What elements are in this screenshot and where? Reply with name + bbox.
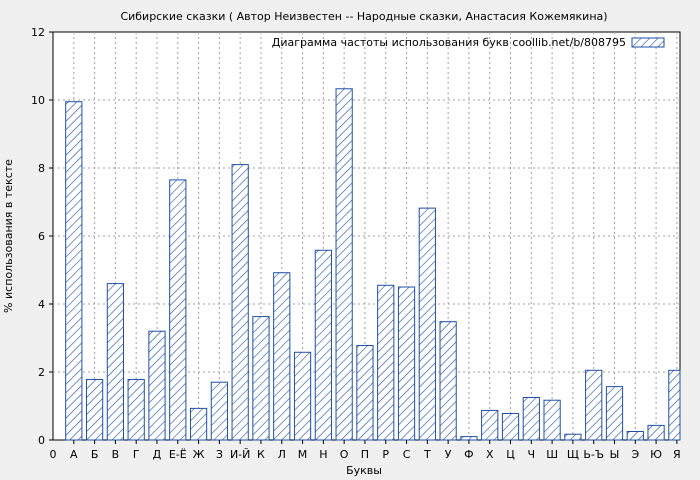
bar [356, 344, 374, 441]
bar [273, 272, 291, 441]
x-tick-label: А [70, 448, 78, 461]
bar [668, 369, 681, 441]
x-tick-label: Ж [193, 448, 205, 461]
x-tick-label: Щ [567, 448, 579, 461]
x-tick-label: З [216, 448, 223, 461]
y-tick-label: 6 [38, 230, 45, 243]
x-tick-label: Ш [546, 448, 558, 461]
x-tick-label: У [445, 448, 452, 461]
x-tick-label: Т [423, 448, 431, 461]
x-axis-label: Буквы [346, 464, 382, 477]
bar [397, 286, 416, 441]
x-tick-label: Г [133, 448, 140, 461]
x-tick-label: В [112, 448, 120, 461]
y-tick-label: 10 [31, 94, 45, 107]
x-ticks: А Б В Г Д Е-Ё Ж З И-Й К Л М Н О П Р С Т У Ф Х Ц Ч Ш Щ Ь-Ъ Ы Э Ю Я [70, 440, 681, 461]
x-tick-label: Д [153, 448, 162, 461]
bar [231, 164, 249, 441]
x-origin-label: 0 [50, 448, 57, 461]
bar [335, 88, 353, 441]
bar [106, 283, 124, 441]
bar [169, 179, 187, 441]
y-tick-label: 4 [38, 298, 45, 311]
legend-swatch [631, 37, 665, 48]
y-ticks: 0 2 4 6 8 10 12 [31, 26, 53, 447]
x-tick-label: Р [382, 448, 389, 461]
bar [501, 412, 520, 441]
x-tick-label: Л [278, 448, 286, 461]
bar [148, 330, 166, 441]
bar [439, 321, 457, 441]
x-tick-label: Ф [464, 448, 473, 461]
bar [418, 207, 436, 441]
y-axis-label: % использования в тексте [2, 159, 15, 313]
bar [585, 369, 603, 441]
x-tick-label: М [298, 448, 308, 461]
x-tick-label: О [340, 448, 349, 461]
bar [293, 351, 312, 441]
bar [647, 424, 665, 441]
bar [85, 378, 104, 441]
x-tick-label: Ы [610, 448, 620, 461]
chart-title: Сибирские сказки ( Автор Неизвестен -- Н… [120, 10, 607, 23]
bars [65, 88, 681, 441]
bar [605, 386, 624, 441]
x-tick-label: И-Й [230, 448, 250, 461]
legend-label: Диаграмма частоты использования букв coo… [272, 36, 626, 49]
x-tick-label: Ь-Ъ [583, 448, 604, 461]
y-tick-label: 12 [31, 26, 45, 39]
bar [252, 316, 270, 441]
x-tick-label: Э [631, 448, 639, 461]
bar [189, 407, 208, 441]
bar [460, 436, 478, 441]
x-tick-label: С [403, 448, 411, 461]
x-tick-label: Н [319, 448, 327, 461]
bar [522, 397, 540, 441]
x-tick-label: Ч [528, 448, 536, 461]
bar [314, 249, 332, 441]
bar [626, 431, 644, 441]
x-tick-label: Х [486, 448, 494, 461]
x-tick-label: Ц [506, 448, 515, 461]
bar [65, 101, 83, 441]
bar [210, 381, 228, 441]
bar [377, 284, 395, 441]
x-tick-label: Е-Ё [169, 448, 187, 461]
x-tick-label: Б [91, 448, 99, 461]
y-tick-label: 0 [38, 434, 45, 447]
legend: Диаграмма частоты использования букв coo… [272, 36, 665, 49]
bar [127, 378, 145, 441]
y-tick-label: 2 [38, 366, 45, 379]
x-tick-label: К [257, 448, 265, 461]
x-tick-label: Я [673, 448, 681, 461]
bar [564, 433, 582, 441]
bar [543, 399, 561, 441]
y-tick-label: 8 [38, 162, 45, 175]
x-tick-label: Ю [650, 448, 662, 461]
x-tick-label: П [361, 448, 369, 461]
bar [481, 409, 499, 441]
